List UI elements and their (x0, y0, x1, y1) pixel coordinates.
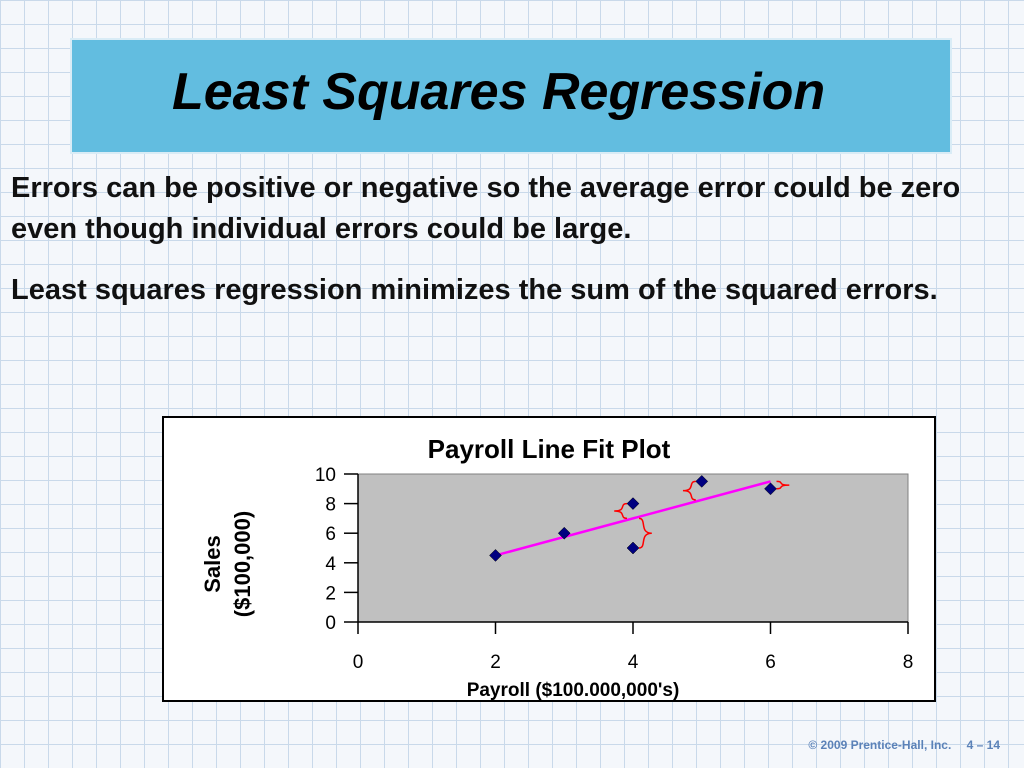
chart-frame: Payroll Line Fit Plot 0 2 4 6 8 10 0 2 4 6 8 Payrol… (162, 416, 936, 702)
data-point (764, 482, 777, 496)
y-tick-label: 8 (325, 495, 336, 516)
data-point (695, 475, 709, 488)
footer-copyright: © 2009 Prentice-Hall, Inc. (808, 738, 952, 752)
error-bracket (682, 480, 696, 501)
title-banner: Least Squares Regression (70, 38, 952, 154)
data-point (626, 541, 640, 555)
error-bracket (776, 480, 790, 490)
paragraph-least-squares: Least squares regression minimizes the s… (11, 274, 938, 306)
x-axis-label: Payroll ($100.000,000's) (467, 680, 680, 700)
y-tick-label: 10 (315, 465, 336, 486)
chart-title: Payroll Line Fit Plot (427, 434, 671, 464)
x-tick-label: 6 (765, 652, 776, 673)
payroll-line-fit-chart: 0 2 4 6 8 10 0 2 4 6 8 Payroll ($100.000,000's) Sale… (200, 465, 914, 700)
error-bracket (614, 502, 628, 520)
y-axis-label-line1: Sales (200, 535, 225, 593)
x-tick-label: 8 (903, 652, 914, 673)
y-tick-label: 0 (325, 613, 336, 634)
y-tick-label: 2 (325, 583, 336, 604)
paragraph-errors: Errors can be positive or negative so th… (11, 172, 961, 245)
footer-page-number: 4 – 14 (966, 738, 1000, 752)
fit-line (495, 480, 771, 557)
x-tick-label: 4 (628, 652, 639, 673)
y-tick-label: 6 (325, 524, 336, 545)
x-tick-label: 2 (490, 652, 501, 673)
slide-title: Least Squares Regression (172, 63, 826, 121)
data-point (626, 497, 640, 510)
data-point (489, 549, 502, 562)
y-axis-label-line2: ($100,000) (230, 511, 255, 617)
data-point (557, 526, 571, 540)
x-tick-label: 0 (353, 652, 364, 673)
footer: © 2009 Prentice-Hall, Inc. 4 – 14 (796, 738, 1000, 752)
error-bracket (638, 517, 652, 549)
y-tick-label: 4 (325, 554, 336, 575)
